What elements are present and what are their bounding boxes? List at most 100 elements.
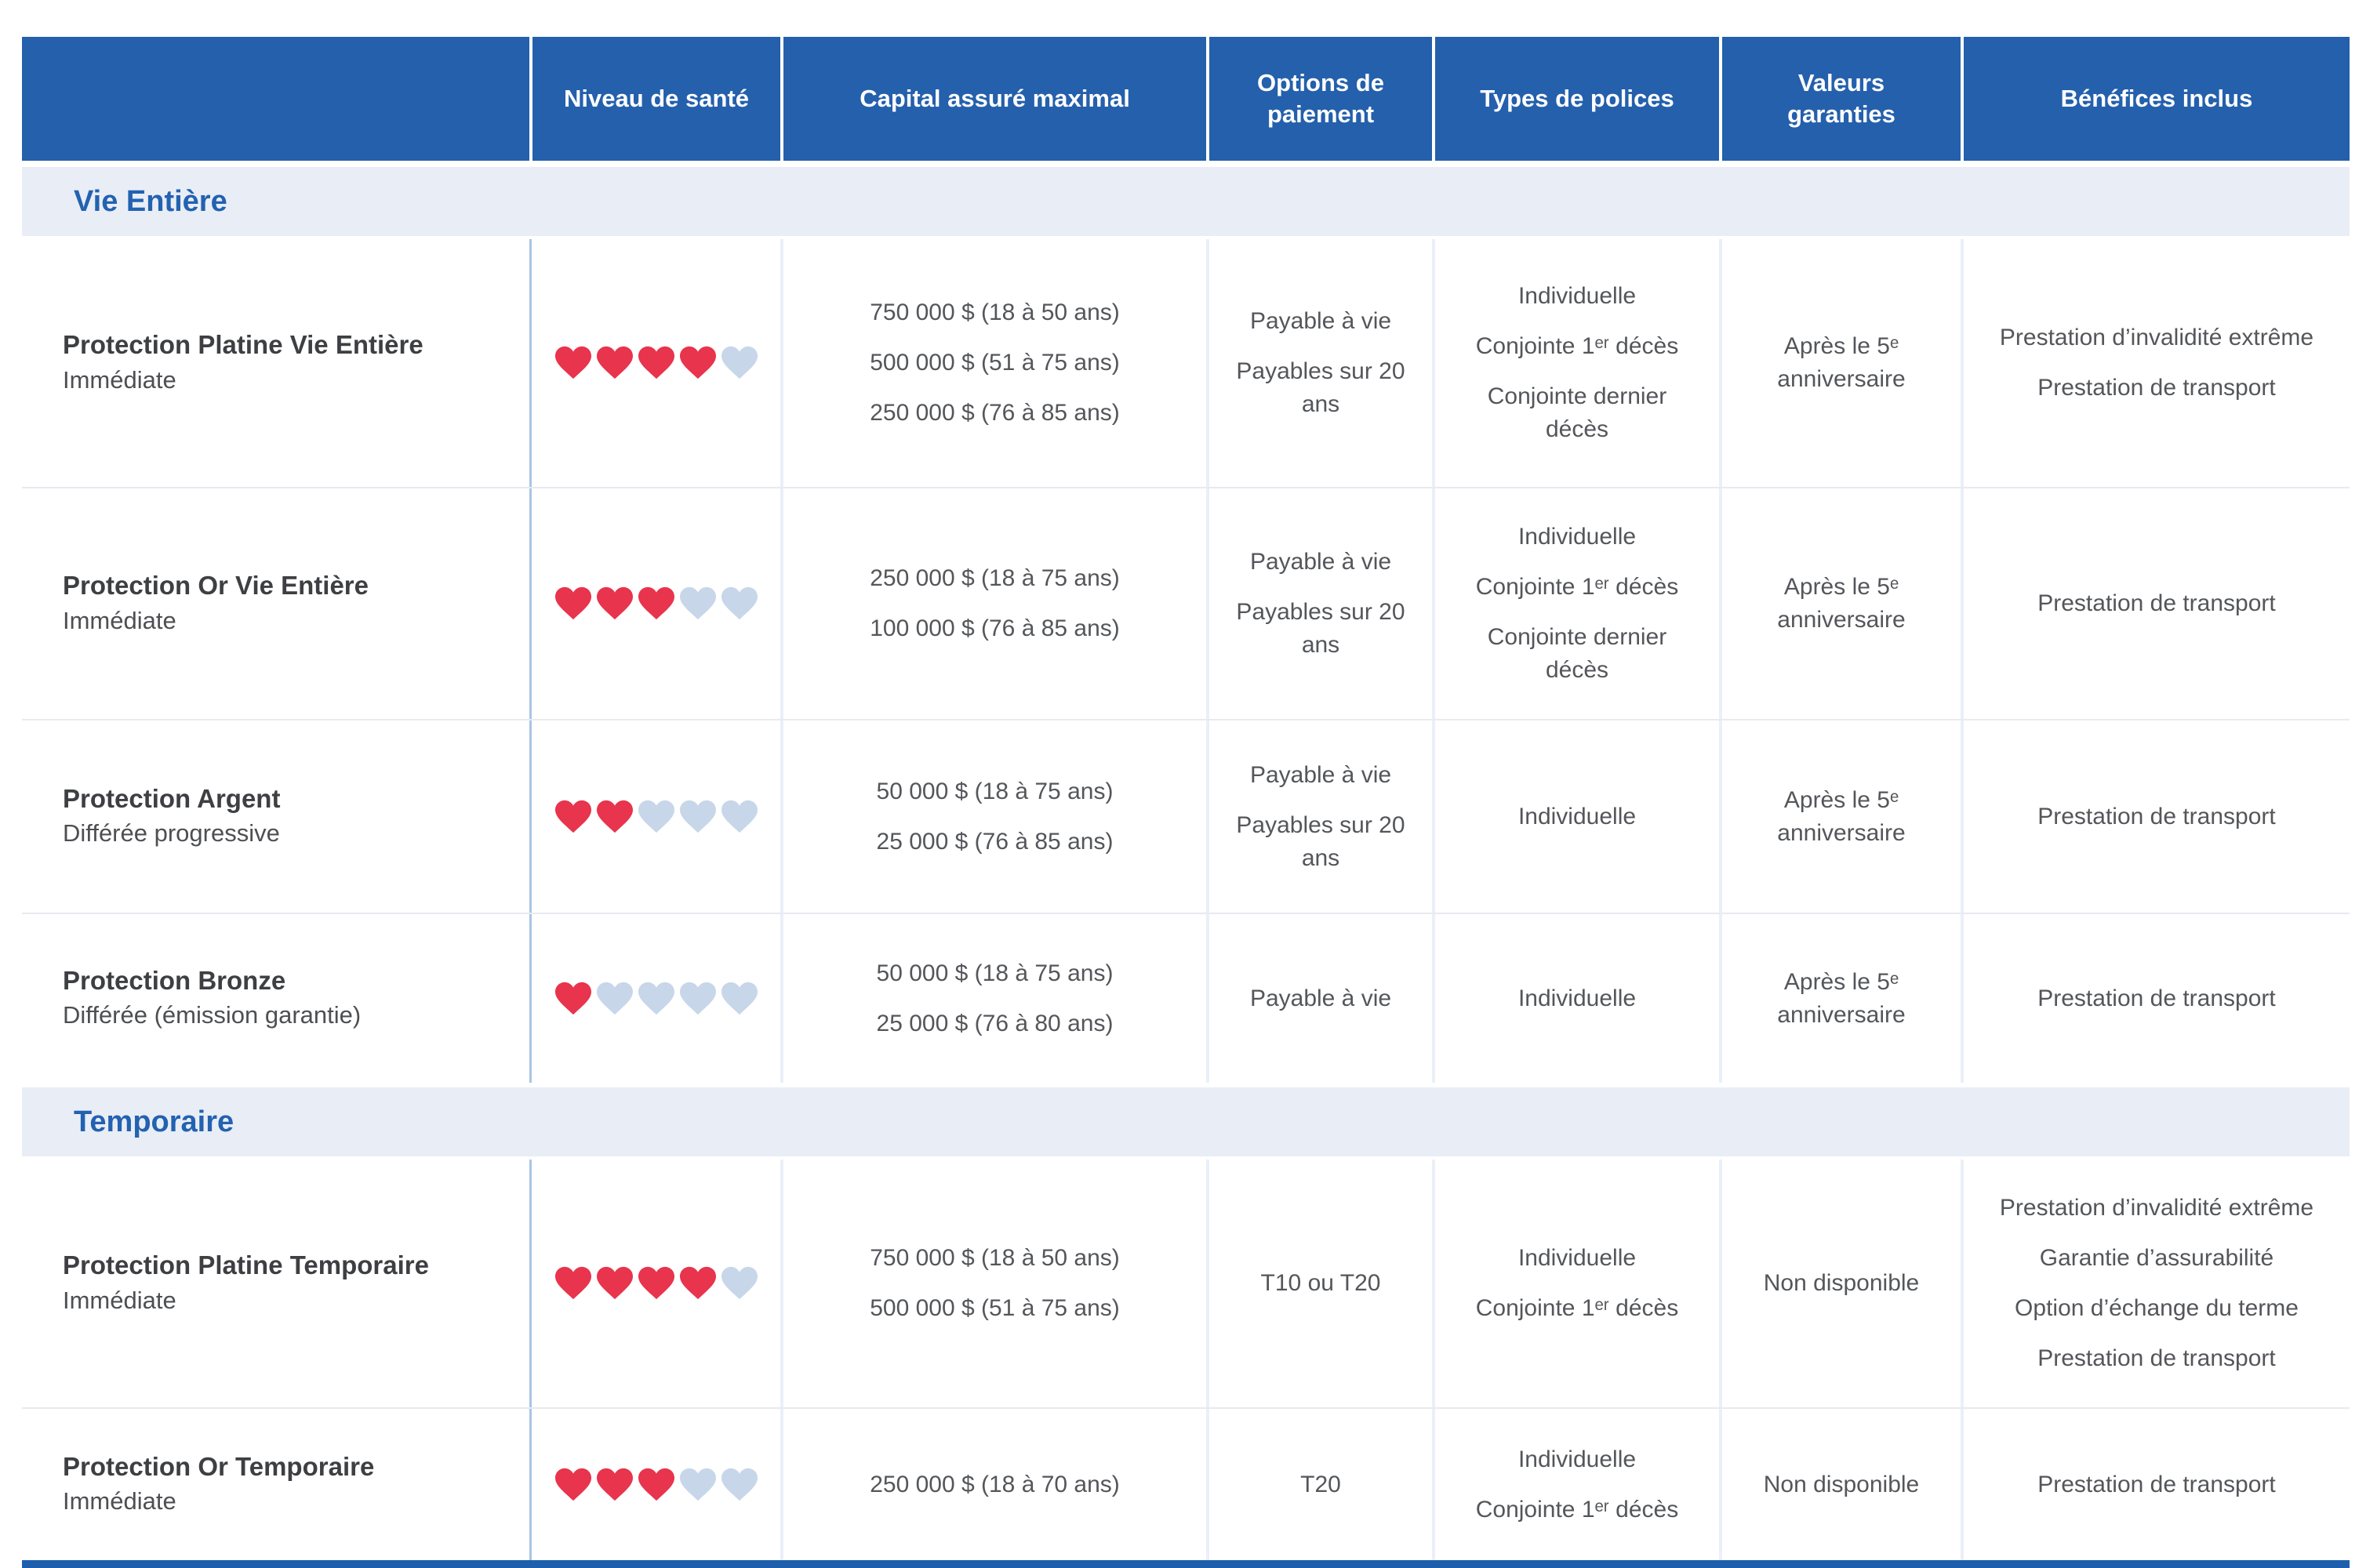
guaranteed-values-text: Après le 5ᵉ anniversaire: [1777, 786, 1906, 846]
policy-types-cell-item: Conjointe dernier décès: [1487, 624, 1667, 683]
benefits-cell-item: Prestation de transport: [2037, 985, 2276, 1011]
product-subtitle: Immédiate: [63, 365, 176, 394]
guaranteed-values-cell: Après le 5ᵉ anniversaire: [1719, 720, 1961, 913]
policy-types-cell-item: Conjointe 1ᵉʳ décès: [1475, 1295, 1679, 1321]
payment-options-cell: T20: [1206, 1409, 1432, 1560]
guaranteed-values-cell: Non disponible: [1719, 1409, 1961, 1560]
product-cell: Protection Platine Temporaire Immédiate: [22, 1160, 529, 1407]
health-level-cell: [529, 488, 780, 719]
heart-empty-icon: [596, 982, 633, 1016]
heart-filled-icon: [554, 586, 591, 621]
benefits-cell: Prestation d’invalidité extrême Garantie …: [1961, 1160, 2350, 1407]
section-header: Vie Entière: [22, 167, 2350, 236]
heart-filled-icon: [554, 1468, 591, 1502]
benefits-cell-item: Prestation de transport: [2037, 590, 2276, 616]
capital-cell-item: 250 000 $ (18 à 70 ans): [870, 1471, 1120, 1497]
capital-cell-item: 500 000 $ (51 à 75 ans): [870, 350, 1120, 376]
benefits-cell-item: Prestation de transport: [2037, 1471, 2276, 1497]
benefits-cell-item: Garantie d’assurabilité: [2039, 1245, 2274, 1271]
guaranteed-values-cell: Après le 5ᵉ anniversaire: [1719, 488, 1961, 719]
payment-options-cell: Payable à vie Payables sur 20 ans: [1206, 239, 1432, 487]
payment-options-cell: Payable à vie Payables sur 20 ans: [1206, 720, 1432, 913]
capital-cell: 50 000 $ (18 à 75 ans) 25 000 $ (76 à 80 …: [780, 914, 1206, 1083]
column-header: Capital assuré maximal: [780, 37, 1206, 161]
capital-cell-item: 500 000 $ (51 à 75 ans): [870, 1295, 1120, 1321]
policy-types-cell-item: Individuelle: [1517, 524, 1637, 550]
heart-filled-icon: [679, 1266, 716, 1301]
policy-types-cell-item: Individuelle: [1517, 1245, 1637, 1271]
health-hearts: [554, 1266, 758, 1301]
policy-types-cell-item: Individuelle: [1517, 1446, 1637, 1472]
health-level-cell: [529, 914, 780, 1083]
health-level-cell: [529, 1409, 780, 1560]
product-subtitle: Immédiate: [63, 1286, 176, 1314]
capital-cell: 250 000 $ (18 à 75 ans) 100 000 $ (76 à 8…: [780, 488, 1206, 719]
product-name: Protection Or Temporaire: [63, 1451, 375, 1481]
product-name: Protection Or Vie Entière: [63, 571, 369, 601]
table-bottom-border: [22, 1560, 2350, 1568]
product-cell: Protection Bronze Différée (émission gara…: [22, 914, 529, 1083]
payment-options-cell-item: Payable à vie: [1249, 549, 1392, 575]
payment-options-cell-item: T10 ou T20: [1260, 1270, 1381, 1296]
health-hearts: [554, 800, 758, 834]
policy-types-cell-item: Individuelle: [1517, 985, 1637, 1011]
policy-types-cell-item: Individuelle: [1517, 803, 1637, 829]
heart-filled-icon: [596, 800, 633, 834]
capital-cell-item: 750 000 $ (18 à 50 ans): [870, 299, 1120, 325]
section-header: Temporaire: [22, 1087, 2350, 1156]
table-row: Protection Argent Différée progressive 50 …: [22, 719, 2350, 913]
capital-cell-item: 250 000 $ (18 à 75 ans): [870, 565, 1120, 591]
health-hearts: [554, 586, 758, 621]
heart-empty-icon: [638, 982, 674, 1016]
heart-filled-icon: [679, 346, 716, 380]
heart-filled-icon: [638, 346, 674, 380]
policy-types-cell-item: Conjointe 1ᵉʳ décès: [1475, 1496, 1679, 1523]
product-subtitle: Différée progressive: [63, 819, 280, 848]
policy-types-cell: Individuelle: [1432, 720, 1719, 913]
heart-empty-icon: [721, 1266, 758, 1301]
benefits-cell: Prestation de transport: [1961, 488, 2350, 719]
table-row: Protection Platine Temporaire Immédiate 75…: [22, 1160, 2350, 1407]
heart-filled-icon: [554, 800, 591, 834]
table-row: Protection Platine Vie Entière Immédiate 7…: [22, 239, 2350, 487]
health-hearts: [554, 982, 758, 1016]
heart-empty-icon: [679, 800, 716, 834]
capital-cell-item: 25 000 $ (76 à 80 ans): [876, 1010, 1114, 1036]
heart-filled-icon: [596, 1266, 633, 1301]
column-header: Valeurs garanties: [1719, 37, 1961, 161]
heart-empty-icon: [721, 586, 758, 621]
column-header: Niveau de santé: [529, 37, 780, 161]
product-name: Protection Bronze: [63, 965, 286, 995]
guaranteed-values-cell: Après le 5ᵉ anniversaire: [1719, 239, 1961, 487]
table-row: Protection Or Temporaire Immédiate 250 000…: [22, 1407, 2350, 1560]
policy-types-cell: Individuelle Conjointe 1ᵉʳ décès Conjointe…: [1432, 239, 1719, 487]
section-title: Vie Entière: [74, 184, 227, 218]
heart-filled-icon: [554, 346, 591, 380]
capital-cell-item: 250 000 $ (76 à 85 ans): [870, 400, 1120, 426]
benefits-cell-item: Prestation de transport: [2037, 1345, 2276, 1371]
header-gap: [22, 161, 2350, 167]
policy-types-cell-item: Conjointe 1ᵉʳ décès: [1475, 574, 1679, 600]
product-cell: Protection Or Temporaire Immédiate: [22, 1409, 529, 1560]
benefits-cell-item: Prestation d’invalidité extrême: [1999, 325, 2314, 350]
capital-cell-item: 25 000 $ (76 à 85 ans): [876, 828, 1114, 855]
health-hearts: [554, 346, 758, 380]
policy-types-cell: Individuelle Conjointe 1ᵉʳ décès Conjointe…: [1432, 488, 1719, 719]
guaranteed-values-cell: Non disponible: [1719, 1160, 1961, 1407]
product-cell: Protection Argent Différée progressive: [22, 720, 529, 913]
product-name: Protection Platine Temporaire: [63, 1250, 429, 1280]
benefits-cell: Prestation d’invalidité extrême Prestatio…: [1961, 239, 2350, 487]
capital-cell: 50 000 $ (18 à 75 ans) 25 000 $ (76 à 85 …: [780, 720, 1206, 913]
heart-empty-icon: [679, 982, 716, 1016]
column-header: Types de polices: [1432, 37, 1719, 161]
payment-options-cell: Payable à vie: [1206, 914, 1432, 1083]
payment-options-cell: Payable à vie Payables sur 20 ans: [1206, 488, 1432, 719]
payment-options-cell-item: Payable à vie: [1249, 761, 1392, 788]
heart-filled-icon: [554, 982, 591, 1016]
heart-filled-icon: [596, 1468, 633, 1502]
heart-filled-icon: [638, 1468, 674, 1502]
table-row: Protection Bronze Différée (émission gara…: [22, 913, 2350, 1083]
guaranteed-values-text: Après le 5ᵉ anniversaire: [1777, 574, 1906, 633]
product-name: Protection Platine Vie Entière: [63, 330, 423, 360]
policy-types-cell-item: Conjointe dernier décès: [1487, 383, 1667, 442]
